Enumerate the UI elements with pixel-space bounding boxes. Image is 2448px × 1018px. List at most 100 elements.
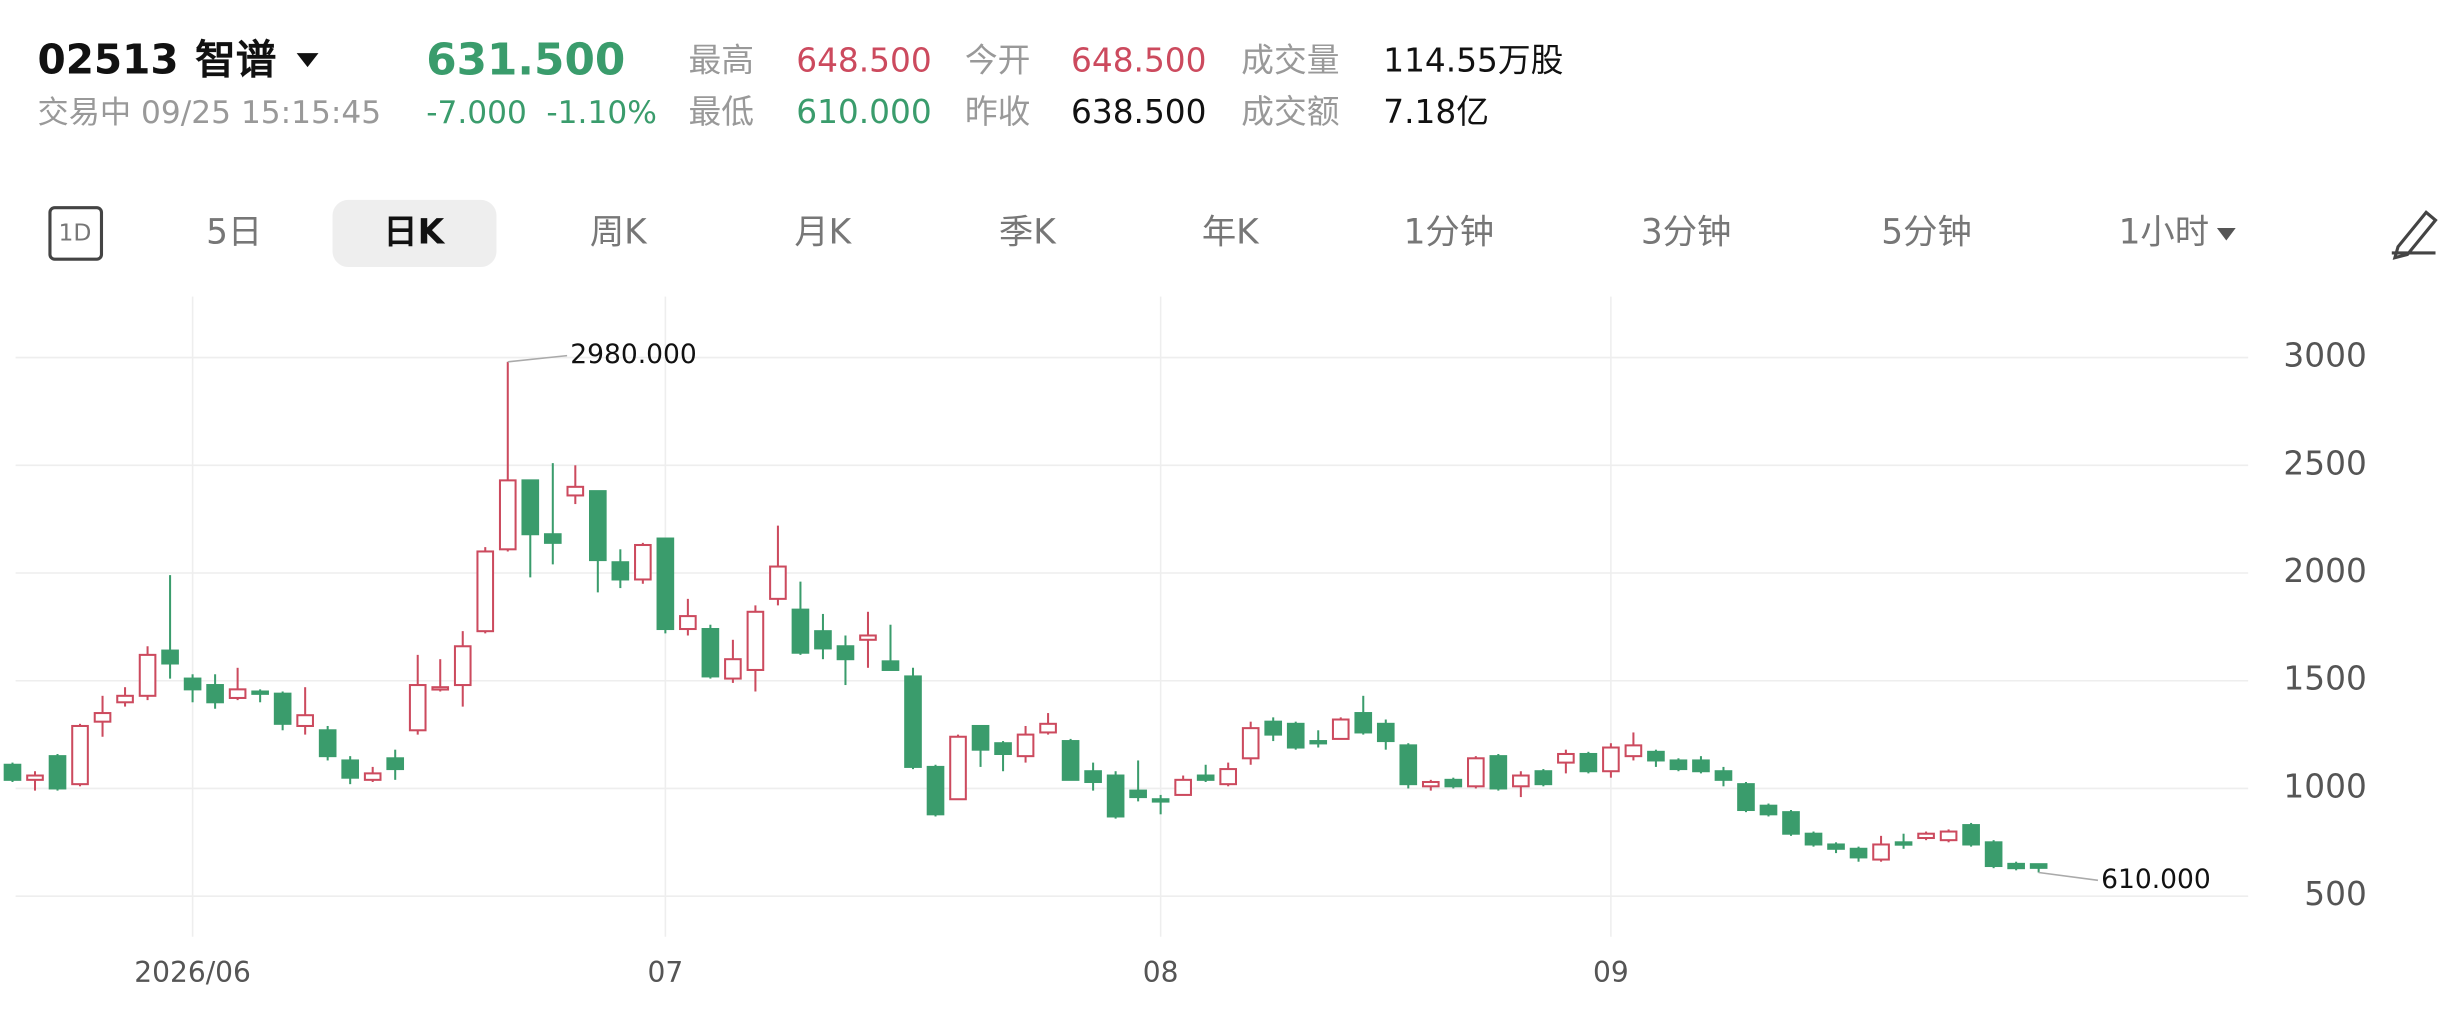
candle-body: [926, 765, 945, 816]
candle-body: [1331, 718, 1350, 740]
candle-body: [26, 774, 44, 781]
candle-body: [1376, 722, 1395, 743]
candle-body: [814, 630, 832, 650]
candle-body: [1737, 783, 1755, 812]
candle-body: [251, 690, 269, 695]
candle-body: [1759, 804, 1778, 816]
stock-name[interactable]: 智谱: [195, 35, 276, 83]
candle-body: [453, 645, 472, 687]
candle-body: [1534, 770, 1553, 786]
candle-body: [1061, 740, 1080, 781]
candle-body: [1264, 720, 1283, 736]
dropdown-icon[interactable]: [2216, 227, 2236, 241]
candle-body: [1624, 744, 1643, 758]
status-time: 交易中 09/25 15:15:45: [37, 95, 381, 131]
candle-body: [161, 649, 179, 665]
candle-body: [3, 763, 22, 781]
tab[interactable]: 5分钟: [1881, 213, 1972, 253]
stat-value: 114.55万股: [1383, 41, 1563, 79]
annotation-line: [2038, 871, 2099, 882]
1d-icon[interactable]: [48, 206, 104, 261]
candle-body: [1039, 722, 1057, 734]
tab[interactable]: 日K: [383, 213, 445, 253]
stat-label: 最高: [689, 41, 755, 79]
candle-body: [679, 615, 697, 631]
change-pct: -1.10%: [546, 95, 656, 131]
candle-body: [206, 684, 224, 704]
candle-body: [543, 533, 562, 544]
candle-body: [1354, 712, 1373, 734]
candle-body: [881, 660, 900, 671]
change: -7.000: [426, 95, 527, 131]
candle-body: [1309, 740, 1328, 745]
candle-body: [971, 724, 990, 751]
y-tick-label: 2500: [2283, 444, 2366, 482]
candle-body: [656, 537, 675, 631]
candle-body: [1962, 824, 1980, 846]
tab[interactable]: 1分钟: [1404, 213, 1495, 253]
stat-value: 648.500: [1071, 41, 1207, 79]
candle-body: [431, 686, 450, 691]
stat-label: 成交量: [1241, 41, 1339, 79]
candle-body: [1894, 841, 1913, 846]
candle-body: [1917, 832, 1935, 840]
stat-value: 648.500: [796, 41, 932, 79]
candle-body: [2029, 863, 2048, 869]
candle-body: [1669, 759, 1688, 771]
candle-body: [1129, 789, 1147, 799]
x-tick-label: 07: [647, 956, 683, 989]
candle-body: [1692, 759, 1710, 773]
y-tick-label: 1500: [2283, 660, 2366, 698]
candle-body: [1714, 770, 1733, 781]
y-tick-label: 500: [2304, 875, 2367, 913]
candle-body: [1084, 770, 1102, 784]
stat-label: 今开: [965, 41, 1031, 79]
tab[interactable]: 周K: [590, 213, 648, 253]
candle-body: [589, 490, 607, 562]
candle-body: [138, 653, 157, 697]
candle-body: [1782, 811, 1800, 835]
candle-body: [746, 610, 765, 671]
candle-body: [1399, 744, 1418, 786]
candle-body: [183, 677, 202, 691]
active-tab-bg: [332, 199, 497, 268]
tab[interactable]: 1小时: [2119, 213, 2210, 253]
candle-body: [1421, 780, 1440, 788]
candle-body: [611, 561, 630, 581]
x-tick-label: 08: [1143, 956, 1179, 989]
tab[interactable]: 年K: [1202, 213, 1260, 253]
candle-body: [521, 479, 540, 536]
candle-body: [769, 565, 787, 600]
tab[interactable]: 月K: [794, 213, 852, 253]
candle-body: [1467, 757, 1485, 788]
candle-body: [1241, 727, 1260, 760]
candle-body: [1106, 774, 1125, 818]
candle-body: [904, 675, 922, 768]
tab[interactable]: 1D: [58, 219, 91, 247]
candle-body: [1849, 847, 1868, 859]
candle-body: [228, 688, 247, 699]
tab[interactable]: 季K: [999, 213, 1057, 253]
stock-code: 02513: [37, 35, 178, 83]
candle-body: [1489, 755, 1508, 790]
candle-body: [341, 759, 360, 779]
y-tick-label: 2000: [2283, 552, 2366, 590]
candle-body: [1219, 768, 1238, 786]
candle-body: [566, 485, 585, 497]
candle-body: [1016, 733, 1035, 758]
x-tick-label: 2026/06: [134, 956, 251, 989]
candle-body: [1579, 752, 1598, 773]
candle-body: [1286, 722, 1305, 749]
candle-body: [408, 684, 427, 732]
tab[interactable]: 3分钟: [1641, 213, 1732, 253]
candle-body: [273, 692, 292, 725]
candle-body: [296, 714, 314, 727]
tab[interactable]: 5日: [206, 213, 262, 253]
draw-tool-icon[interactable]: [2391, 210, 2438, 260]
candle-body: [1939, 830, 1958, 842]
candle-body: [116, 694, 134, 704]
candle-body: [498, 479, 517, 551]
dropdown-icon[interactable]: [296, 53, 319, 68]
y-tick-label: 1000: [2283, 767, 2366, 805]
